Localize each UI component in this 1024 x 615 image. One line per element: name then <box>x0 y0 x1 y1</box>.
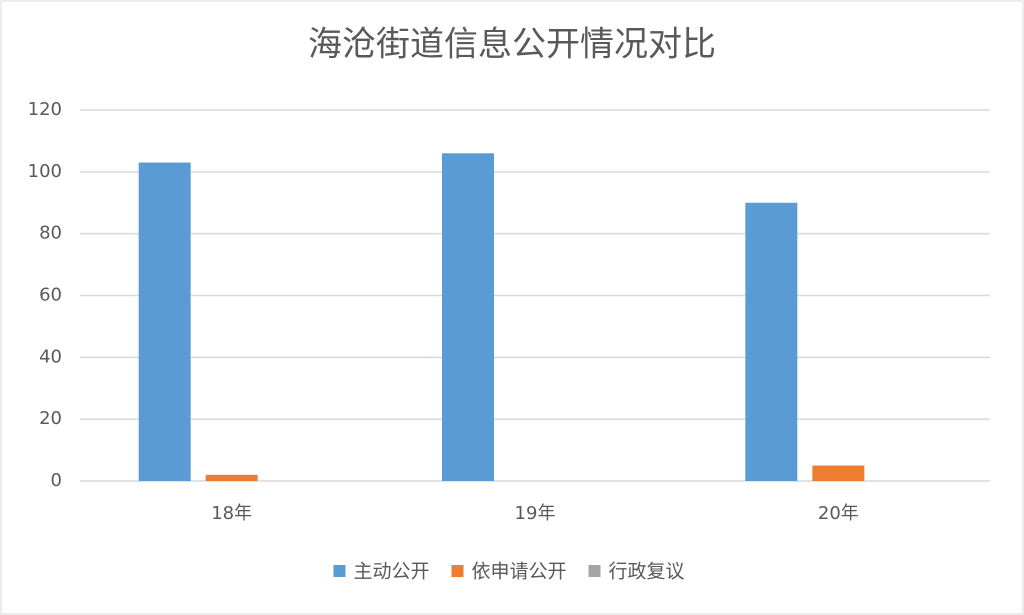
bar <box>812 465 865 481</box>
bar <box>138 162 191 481</box>
bar <box>442 153 494 482</box>
legend-label: 主动公开 <box>354 561 430 583</box>
legend-label: 依申请公开 <box>472 561 567 583</box>
y-tick-label: 100 <box>28 161 62 182</box>
y-tick-label: 120 <box>28 99 62 120</box>
y-tick-label: 40 <box>39 346 62 367</box>
legend-swatch <box>451 565 464 577</box>
y-tick-label: 0 <box>51 470 62 491</box>
x-tick-label: 19年 <box>515 503 556 524</box>
y-tick-label: 80 <box>39 223 62 244</box>
bar <box>745 202 798 481</box>
legend-label: 行政复议 <box>609 561 685 583</box>
y-tick-label: 60 <box>39 285 62 306</box>
x-tick-label: 20年 <box>818 503 859 524</box>
legend-swatch <box>333 565 346 577</box>
x-tick-label: 18年 <box>211 503 252 524</box>
bar <box>205 474 258 481</box>
y-tick-label: 20 <box>39 408 62 429</box>
legend-swatch <box>588 565 601 577</box>
chart-title: 海沧街道信息公开情况对比 <box>308 25 716 65</box>
